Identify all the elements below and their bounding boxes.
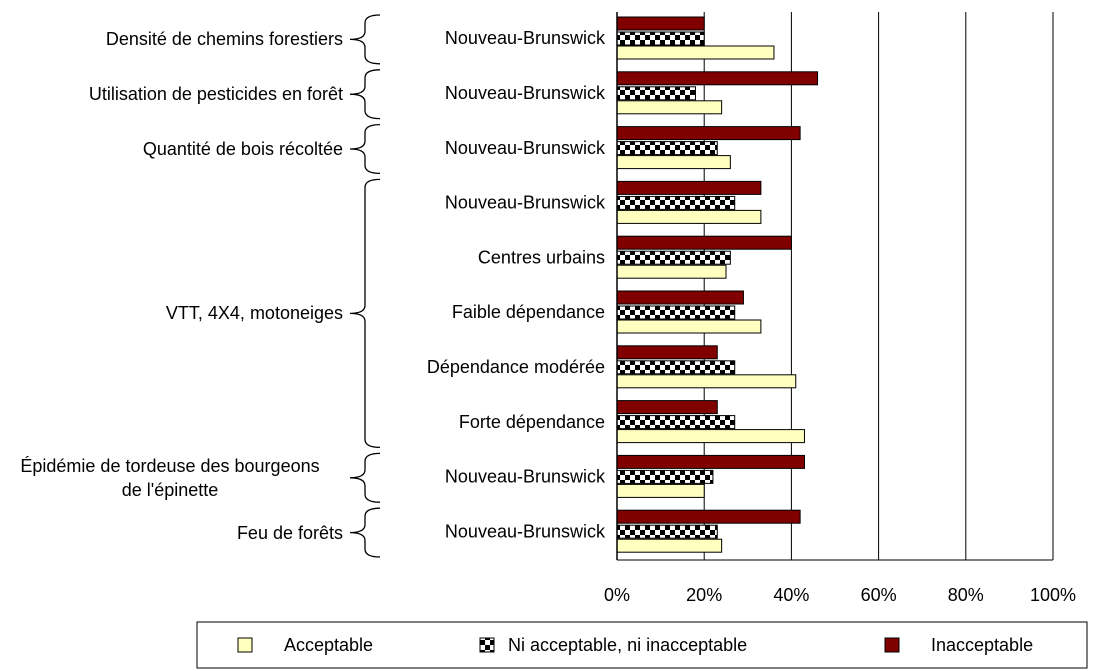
bar (616, 209, 762, 224)
category-label: Dépendance modérée (427, 357, 605, 377)
bar (616, 290, 744, 305)
bar (616, 155, 731, 170)
x-tick-label: 80% (948, 585, 984, 605)
x-tick-label: 40% (773, 585, 809, 605)
bar (616, 45, 775, 60)
category-label: Nouveau-Brunswick (445, 138, 606, 158)
bar (616, 509, 801, 524)
bar (616, 524, 718, 539)
bar (616, 235, 792, 250)
legend-swatch (479, 637, 495, 653)
category-label: Nouveau-Brunswick (445, 83, 606, 103)
group-label: Utilisation de pesticides en forêt (88, 84, 343, 105)
bar (616, 374, 797, 389)
x-tick-label: 60% (861, 585, 897, 605)
category-label: Nouveau-Brunswick (445, 193, 606, 213)
legend-label: Inacceptable (931, 635, 1033, 655)
brace (349, 123, 381, 175)
category-label: Nouveau-Brunswick (445, 28, 606, 48)
legend-swatch (237, 637, 253, 653)
category-label: Faible dépendance (452, 302, 605, 322)
bar (616, 195, 736, 210)
legend-label: Ni acceptable, ni inacceptable (508, 635, 747, 655)
bar (616, 538, 723, 553)
bar (616, 483, 705, 498)
bar (616, 400, 718, 415)
group-label: VTT, 4X4, motoneiges (165, 303, 343, 324)
category-label: Centres urbains (478, 247, 605, 267)
brace (349, 69, 381, 120)
bar (616, 180, 762, 195)
bar (616, 16, 705, 31)
bar (616, 429, 805, 444)
group-label: Quantité de bois récoltée (142, 139, 343, 159)
bar (616, 141, 718, 156)
brace (349, 14, 381, 65)
legend-swatch (884, 637, 900, 653)
bar (616, 250, 731, 265)
bar (616, 86, 696, 101)
category-label: Forte dépendance (459, 412, 605, 432)
bar (616, 305, 736, 320)
legend-label: Acceptable (284, 635, 373, 655)
bar (616, 100, 723, 115)
brace (349, 452, 381, 503)
bar (616, 264, 727, 279)
category-label: Nouveau-Brunswick (445, 467, 606, 487)
x-tick-label: 20% (686, 585, 722, 605)
bar (616, 345, 718, 360)
bar (616, 415, 736, 430)
bar (616, 319, 762, 334)
bar (616, 126, 801, 141)
brace (349, 178, 381, 449)
bar (616, 31, 705, 46)
brace (349, 507, 381, 558)
bar (616, 71, 819, 86)
legend-box (196, 621, 1088, 669)
group-label: Feu de forêts (236, 522, 343, 543)
x-tick-label: 0% (604, 585, 630, 605)
category-label: Nouveau-Brunswick (445, 521, 606, 541)
x-tick-label: 100% (1030, 585, 1076, 605)
group-label: Épidémie de tordeuse des bourgeons de l'… (20, 455, 320, 500)
bar (616, 469, 714, 484)
group-label: Densité de chemins forestiers (105, 29, 343, 50)
bar (616, 454, 805, 469)
bar (616, 360, 736, 375)
